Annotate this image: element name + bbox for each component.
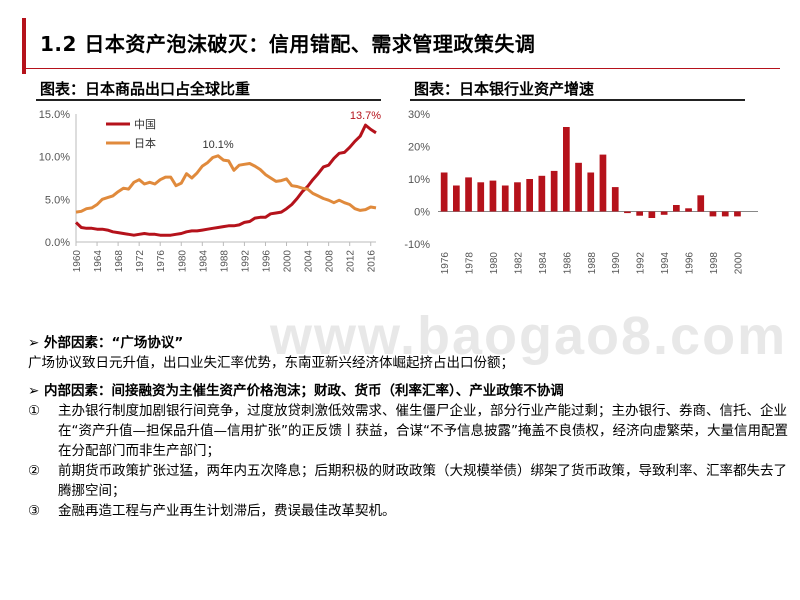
right-chart-caption: 图表：日本银行业资产增速: [414, 80, 595, 98]
legend-label: 日本: [134, 136, 156, 150]
x-tick-label: 1980: [489, 252, 500, 275]
bar: [453, 185, 460, 212]
y-tick-label: 0%: [414, 207, 430, 219]
x-tick-label: 2000: [733, 252, 744, 275]
x-tick-label: 1998: [709, 252, 720, 275]
export-share-line-chart: 0.0% 5.0% 10.0% 15.0% 1960 1964 1968 1972 1976 19…: [39, 109, 381, 273]
x-tick-label: 1992: [636, 252, 647, 275]
x-tick-label: 1980: [177, 250, 188, 273]
series-line-china: [74, 123, 377, 237]
y-tick-label: 30%: [408, 109, 430, 121]
x-tick-label: 1976: [440, 252, 451, 275]
bar: [575, 162, 582, 212]
data-label: 10.1%: [203, 139, 234, 151]
bar: [587, 172, 595, 212]
bar: [440, 172, 448, 212]
bar: [721, 211, 729, 217]
x-tick-label: 1972: [135, 250, 146, 273]
y-tick-label: 10.0%: [39, 152, 70, 164]
internal-heading: ➢ 内部因素：间接融资为主催生资产价格泡沫；财政、货币（利率汇率）、产业政策不协…: [28, 383, 564, 399]
body-text: ➢ 外部因素：“广场协议” 广场协议致日元升值，出口业失汇率优势，东南亚新兴经济…: [28, 333, 788, 521]
bar: [660, 211, 668, 215]
external-text: 广场协议致日元升值，出口业失汇率优势，东南亚新兴经济体崛起挤占出口份额；: [28, 355, 514, 371]
x-tick-label: 1996: [261, 250, 272, 273]
left-caption-rule: [36, 99, 381, 101]
data-label: 13.7%: [350, 110, 381, 122]
x-tick-label: 1964: [93, 250, 104, 273]
list-item: ② 前期货币政策扩张过猛，两年内五次降息；后期积极的财政政策（大规模举债）绑架了货…: [28, 461, 788, 501]
y-tick-label: 10%: [408, 174, 430, 186]
y-tick-label: 0.0%: [45, 237, 70, 249]
x-tick-label: 2008: [325, 250, 336, 273]
x-tick-label: 2012: [346, 250, 357, 273]
bar: [648, 211, 656, 218]
x-tick-label: 1982: [513, 252, 524, 275]
y-tick-label: 15.0%: [39, 109, 70, 121]
bar: [550, 170, 558, 212]
x-tick-label: 1978: [465, 252, 476, 275]
slide-title: 1.2 日本资产泡沫破灭：信用错配、需求管理政策失调: [40, 32, 536, 56]
list-item: ③ 金融再造工程与产业再生计划滞后，费误最佳改革契机。: [28, 501, 788, 521]
x-tick-label: 1960: [72, 250, 83, 273]
list-text: 主办银行制度加剧银行间竞争，过度放贷刺激低效需求、催生僵尸企业，部分行业产能过剩…: [58, 403, 788, 459]
x-tick-label: 2004: [304, 250, 315, 273]
bar: [538, 175, 546, 212]
bar: [477, 182, 485, 212]
list-number: ①: [28, 403, 41, 419]
bar: [697, 195, 705, 212]
y-tick-label: 20%: [408, 142, 430, 154]
y-tick-label: 5.0%: [45, 194, 70, 206]
x-tick-label: 1976: [156, 250, 167, 273]
bar: [673, 205, 680, 212]
x-tick-label: 1992: [240, 250, 251, 273]
x-tick-label: 1990: [611, 252, 622, 275]
x-tick-label: 1984: [538, 252, 549, 275]
right-caption-rule: [410, 99, 745, 101]
watermark: www.baogao8.com: [270, 306, 788, 366]
bar: [599, 154, 607, 212]
x-tick-label: 2016: [367, 250, 378, 273]
y-tick-label: -10%: [404, 239, 430, 251]
x-tick-label: 1984: [198, 250, 209, 273]
x-tick-label: 1988: [219, 250, 230, 273]
bar: [465, 177, 472, 212]
x-tick-label: 1988: [587, 252, 598, 275]
bar: [685, 208, 692, 212]
bar: [563, 127, 570, 212]
x-tick-label: 1994: [660, 252, 671, 275]
bar: [624, 211, 631, 214]
list-item: ① 主办银行制度加剧银行间竞争，过度放贷刺激低效需求、催生僵尸企业，部分行业产能过…: [28, 401, 788, 461]
list-text: 金融再造工程与产业再生计划滞后，费误最佳改革契机。: [58, 503, 396, 519]
x-tick-label: 2000: [283, 250, 294, 273]
bar: [514, 182, 521, 212]
bank-asset-growth-bar-chart: -10% 0% 10% 20% 30% 1976 1978 1980 1982 1984 1986 1…: [404, 109, 758, 275]
bar: [611, 187, 619, 212]
bar: [709, 211, 717, 217]
left-chart-caption: 图表：日本商品出口占全球比重: [40, 80, 251, 98]
x-tick-label: 1986: [562, 252, 573, 275]
bar: [489, 180, 497, 212]
series-line-japan: [75, 154, 377, 214]
list-text: 前期货币政策扩张过猛，两年内五次降息；后期积极的财政政策（大规模举债）绑架了货币…: [58, 463, 787, 499]
bar: [501, 185, 509, 212]
list-number: ②: [28, 463, 41, 479]
external-heading: ➢ 外部因素：“广场协议”: [28, 335, 184, 351]
bar: [526, 179, 533, 212]
x-tick-label: 1968: [114, 250, 125, 273]
bar: [636, 211, 643, 216]
title-accent-bar: [22, 18, 26, 74]
x-tick-label: 1996: [685, 252, 696, 275]
title-underline: [22, 68, 780, 69]
bar: [734, 211, 741, 217]
legend-label: 中国: [134, 118, 156, 131]
list-number: ③: [28, 503, 41, 519]
